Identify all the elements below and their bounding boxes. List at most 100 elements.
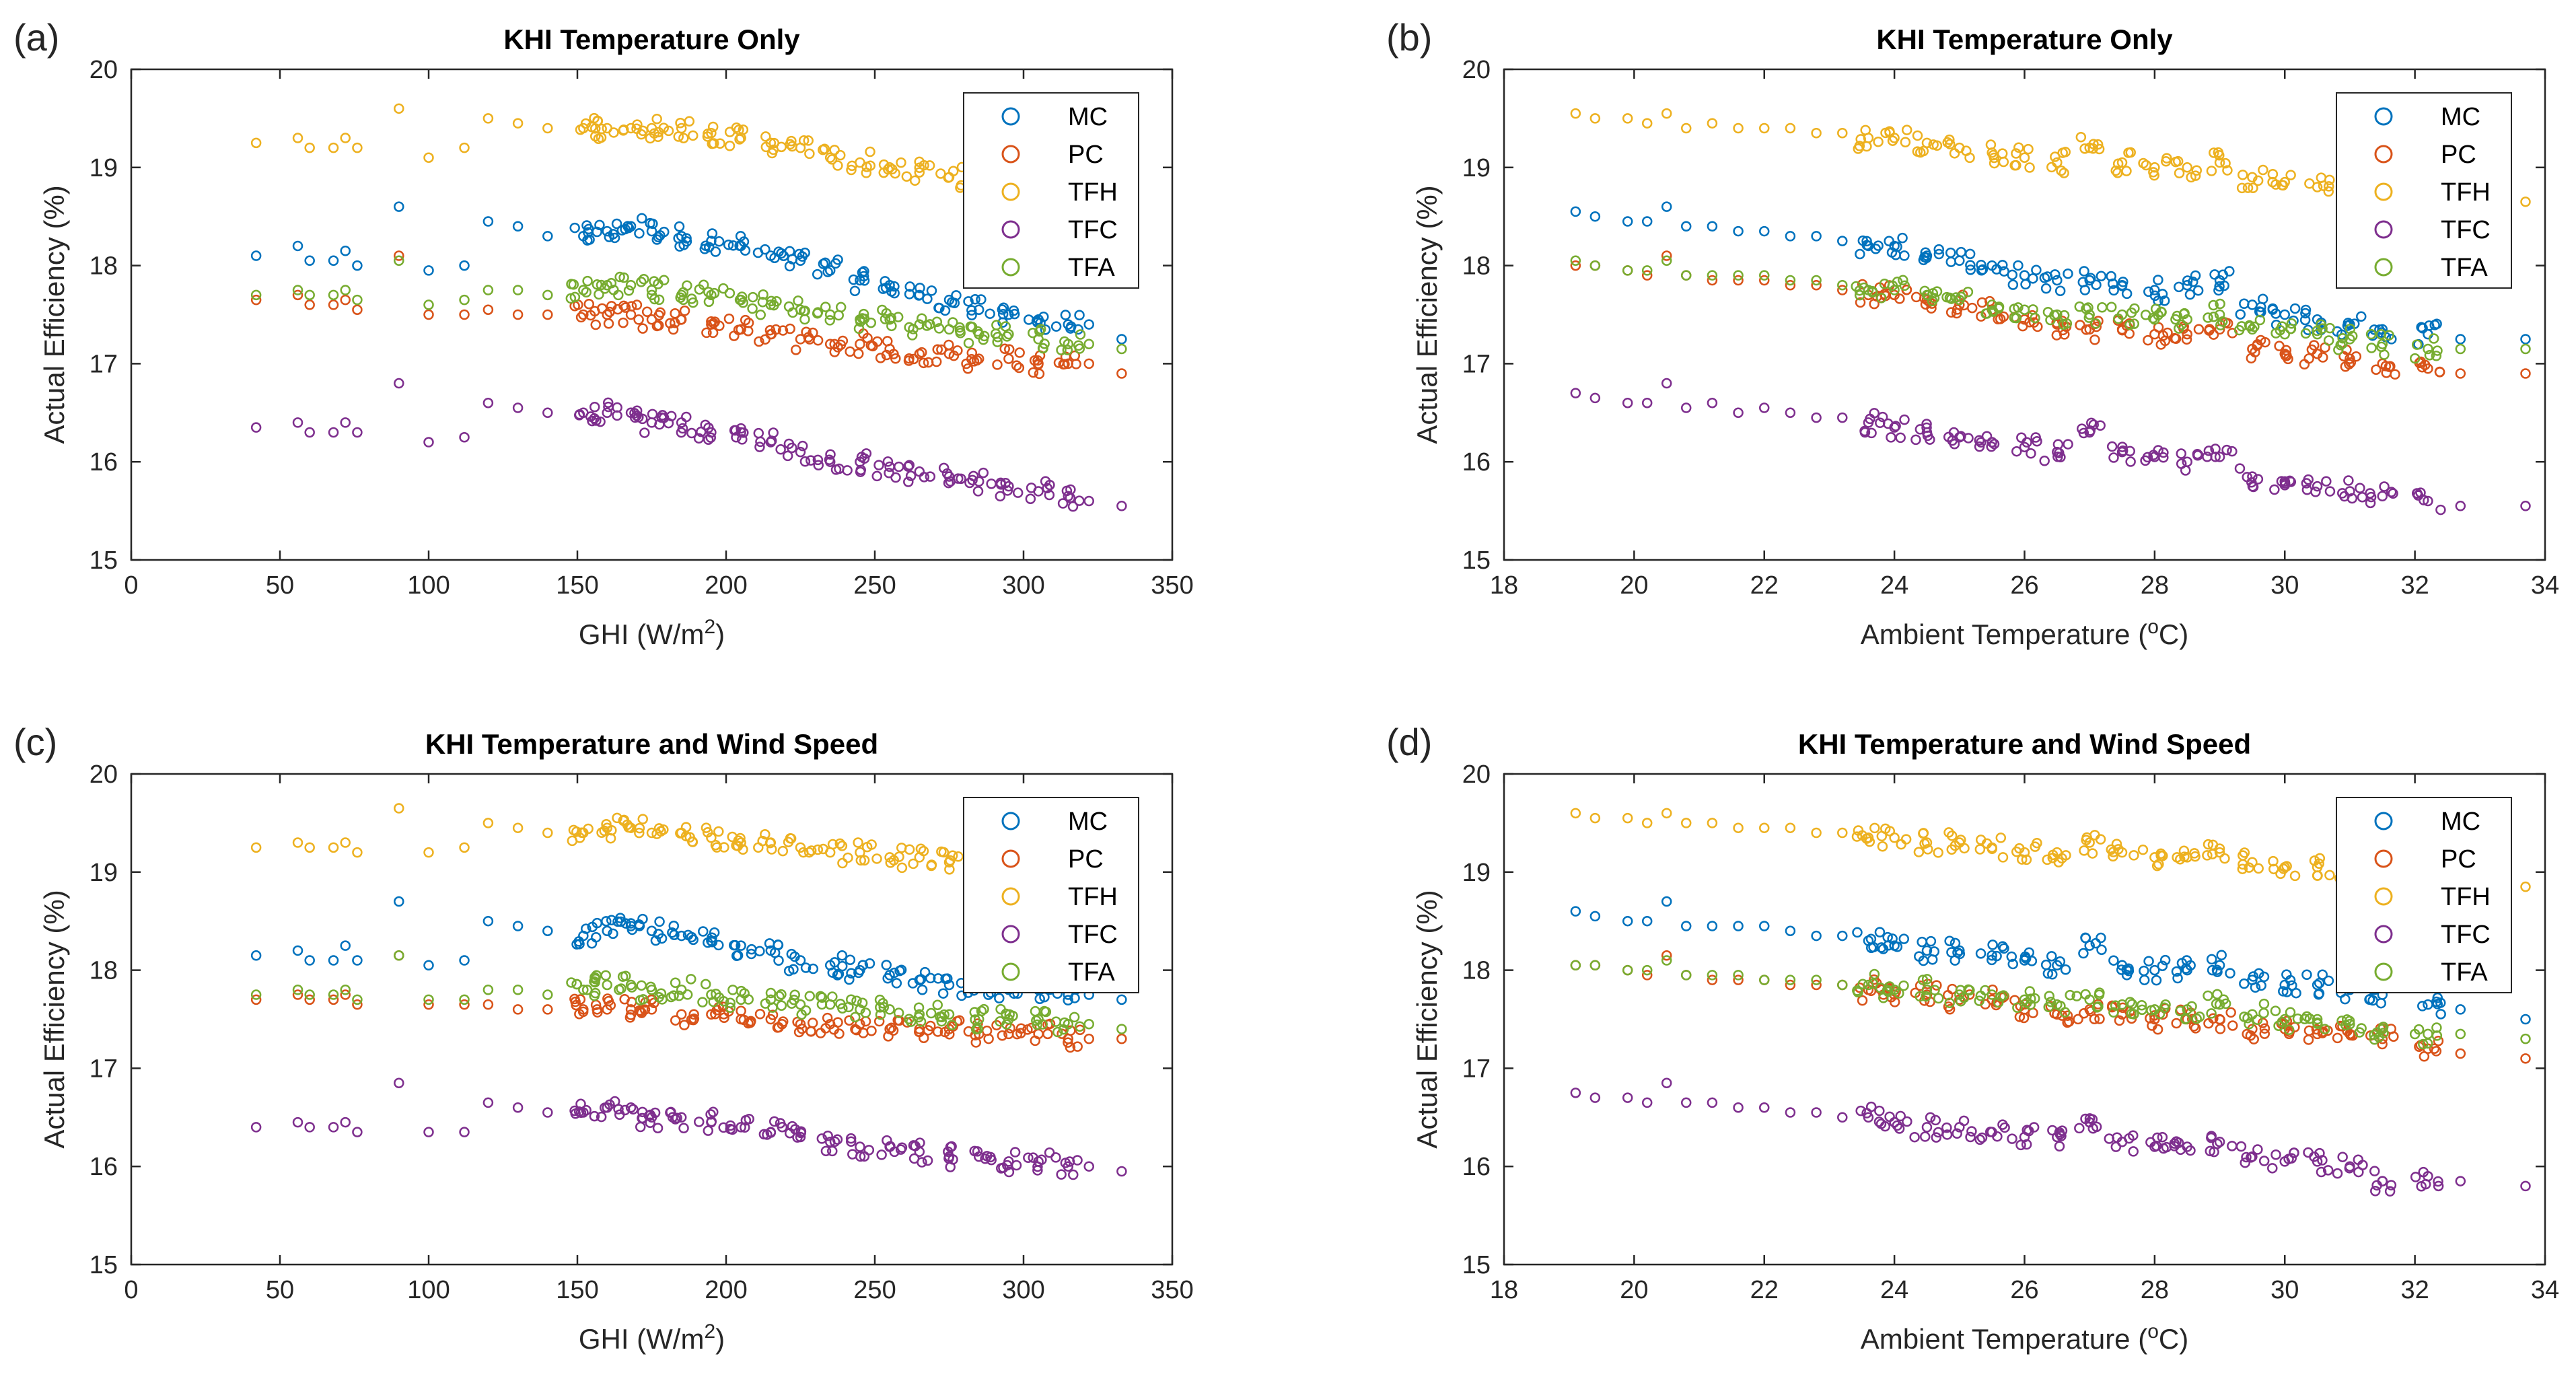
data-point: [701, 327, 712, 339]
data-point: [855, 464, 866, 476]
data-point: [1036, 1154, 1047, 1166]
data-point: [701, 822, 712, 833]
data-point: [292, 1116, 303, 1128]
legend-label-tfa: TFA: [1068, 254, 1115, 282]
data-point: [1733, 275, 1744, 286]
data-point: [250, 994, 262, 1005]
data-point: [2252, 1014, 2263, 1025]
data-point: [617, 971, 629, 982]
data-point: [2124, 319, 2135, 330]
data-point: [1922, 430, 1933, 441]
data-point: [1759, 275, 1770, 286]
y-tick-label: 16: [90, 448, 118, 476]
data-point: [771, 295, 782, 307]
data-point: [423, 152, 434, 163]
x-tick-label: 18: [1490, 571, 1518, 600]
data-point: [1900, 137, 1911, 147]
data-point: [2047, 968, 2058, 980]
data-point: [2314, 858, 2324, 869]
data-point: [1898, 275, 1908, 286]
data-point: [904, 844, 915, 855]
data-point: [2238, 170, 2248, 180]
data-point: [542, 289, 553, 301]
data-point: [939, 1009, 950, 1020]
data-point: [904, 460, 915, 470]
data-point: [932, 999, 943, 1010]
data-point: [865, 160, 876, 171]
data-point: [2021, 854, 2032, 865]
data-point: [843, 852, 853, 863]
data-point: [2125, 456, 2136, 467]
data-point: [2190, 170, 2201, 181]
data-point: [304, 955, 315, 966]
data-point: [1974, 1134, 1985, 1145]
data-point: [631, 123, 642, 134]
data-point: [2062, 1017, 2073, 1028]
data-point: [2299, 314, 2311, 326]
data-point: [848, 274, 859, 285]
data-point: [797, 1023, 808, 1034]
data-point: [2190, 1023, 2201, 1034]
data-point: [806, 455, 816, 466]
data-point: [952, 345, 963, 356]
data-point: [2235, 309, 2246, 320]
data-point: [1962, 286, 1974, 297]
data-point: [2009, 160, 2020, 171]
data-point: [2323, 975, 2334, 987]
data-point: [2323, 335, 2334, 346]
data-point: [649, 293, 660, 305]
data-point: [871, 470, 882, 482]
data-point: [934, 302, 945, 314]
y-tick-label: 20: [1462, 760, 1491, 789]
data-point: [2221, 444, 2232, 456]
data-point: [710, 839, 721, 851]
x-tick-label: 100: [407, 1276, 450, 1304]
data-point: [1060, 1158, 1071, 1168]
data-point: [2090, 318, 2101, 329]
data-point: [651, 828, 662, 839]
data-point: [668, 990, 679, 1001]
data-point: [625, 1102, 637, 1113]
data-point: [1837, 128, 1848, 139]
data-point: [2026, 956, 2038, 966]
data-point: [2314, 978, 2325, 989]
data-point: [896, 862, 908, 874]
data-point: [1811, 275, 1822, 286]
data-point: [2211, 998, 2222, 1009]
data-point: [2455, 1048, 2466, 1059]
legend-label-mc: MC: [1068, 103, 1108, 131]
data-point: [569, 222, 580, 234]
data-point: [678, 133, 689, 143]
x-tick-label: 32: [2400, 1276, 2429, 1304]
data-point: [2040, 959, 2052, 970]
series-tfc: [250, 1077, 1127, 1180]
data-point: [2214, 843, 2225, 854]
data-point: [423, 309, 434, 320]
data-point: [2092, 139, 2104, 150]
data-point: [459, 842, 470, 853]
data-point: [2312, 481, 2323, 492]
data-point: [1877, 411, 1888, 423]
legend-label-tfa: TFA: [1068, 958, 1115, 987]
data-point: [2455, 1028, 2466, 1040]
data-point: [2136, 999, 2147, 1011]
data-point: [1944, 1003, 1956, 1015]
data-point: [2371, 364, 2382, 375]
data-point: [913, 1002, 925, 1013]
data-point: [2113, 844, 2124, 855]
data-point: [1933, 847, 1943, 858]
data-point: [394, 1077, 404, 1089]
data-point: [2014, 1012, 2026, 1022]
data-point: [2191, 165, 2203, 176]
data-point: [2244, 1019, 2254, 1030]
data-point: [2031, 264, 2042, 276]
data-point: [859, 855, 870, 866]
data-point: [542, 925, 553, 937]
data-point: [705, 1109, 716, 1120]
data-point: [639, 427, 650, 438]
data-point: [775, 444, 786, 455]
data-point: [976, 294, 987, 305]
data-point: [1987, 437, 1997, 448]
